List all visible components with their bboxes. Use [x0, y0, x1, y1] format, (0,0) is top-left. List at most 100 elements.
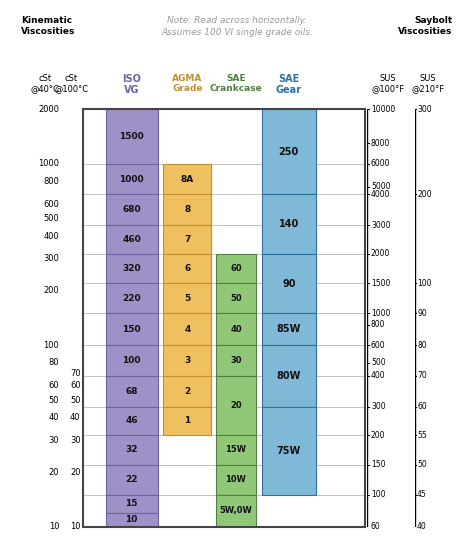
Text: 60: 60 — [70, 381, 81, 390]
Text: 2000: 2000 — [371, 249, 390, 258]
Text: 7: 7 — [184, 235, 191, 244]
Text: 22: 22 — [125, 476, 138, 484]
Text: 40: 40 — [230, 325, 242, 334]
Text: 460: 460 — [122, 235, 141, 244]
Text: 100: 100 — [371, 490, 385, 500]
Text: 40: 40 — [70, 413, 81, 422]
Bar — [216, 435, 256, 465]
Text: 400: 400 — [371, 371, 385, 380]
Bar — [164, 254, 211, 283]
Bar — [106, 283, 158, 313]
Text: 500: 500 — [371, 359, 385, 367]
Text: 50: 50 — [70, 395, 81, 405]
Bar — [164, 407, 211, 435]
Text: 200: 200 — [417, 190, 431, 199]
Text: 20: 20 — [230, 401, 242, 410]
Text: 5: 5 — [184, 294, 191, 303]
Text: 10000: 10000 — [371, 105, 395, 114]
Bar — [106, 346, 158, 376]
Text: 8000: 8000 — [371, 139, 390, 147]
Bar — [164, 164, 211, 194]
Text: 250: 250 — [279, 147, 299, 157]
Text: 50: 50 — [49, 395, 59, 405]
Bar — [216, 313, 256, 346]
Text: 3000: 3000 — [371, 221, 391, 229]
Bar — [106, 225, 158, 254]
Text: 680: 680 — [122, 205, 141, 214]
Bar — [262, 346, 316, 407]
Text: 100: 100 — [417, 278, 431, 288]
Text: SAE
Crankcase: SAE Crankcase — [210, 74, 262, 93]
Text: 600: 600 — [44, 200, 59, 209]
Text: 60: 60 — [49, 381, 59, 390]
Text: 10W: 10W — [226, 476, 246, 484]
Bar — [262, 109, 316, 194]
Bar — [106, 513, 158, 527]
Text: 15: 15 — [125, 499, 138, 508]
Text: 1000: 1000 — [371, 309, 390, 318]
Text: cSt
@40°C: cSt @40°C — [31, 74, 59, 93]
Text: Note: Read across horizontally.
Assumes 100 VI single grade oils.: Note: Read across horizontally. Assumes … — [161, 16, 313, 37]
Bar — [164, 194, 211, 225]
Bar — [262, 407, 316, 495]
Text: 300: 300 — [44, 254, 59, 263]
Text: 30: 30 — [70, 436, 81, 445]
Text: 320: 320 — [122, 264, 141, 273]
Bar — [164, 346, 211, 376]
Text: 220: 220 — [122, 294, 141, 303]
Text: 20: 20 — [49, 468, 59, 477]
Bar — [106, 164, 158, 194]
Bar — [216, 376, 256, 435]
Bar — [164, 283, 211, 313]
Text: 75W: 75W — [277, 446, 301, 456]
Text: 80W: 80W — [277, 371, 301, 381]
Bar — [216, 283, 256, 313]
Text: 800: 800 — [44, 177, 59, 186]
Text: 100: 100 — [122, 356, 141, 365]
Bar — [262, 313, 316, 346]
Text: 500: 500 — [44, 214, 59, 223]
Text: 1500: 1500 — [371, 278, 390, 288]
Text: 30: 30 — [49, 436, 59, 445]
Text: 200: 200 — [371, 431, 385, 440]
Text: 8: 8 — [184, 205, 191, 214]
Text: 50: 50 — [417, 460, 427, 469]
Text: AGMA
Grade: AGMA Grade — [172, 74, 202, 93]
Text: 10: 10 — [126, 515, 138, 524]
Text: Saybolt
Viscosities: Saybolt Viscosities — [398, 16, 453, 36]
Text: SUS
@100°F: SUS @100°F — [371, 74, 404, 93]
Text: 150: 150 — [122, 325, 141, 334]
Text: SUS
@210°F: SUS @210°F — [411, 74, 445, 93]
Text: 4: 4 — [184, 325, 191, 334]
Text: 68: 68 — [125, 387, 138, 396]
Text: 150: 150 — [371, 460, 385, 469]
Bar — [262, 254, 316, 313]
Text: cSt
@100°C: cSt @100°C — [54, 74, 88, 93]
Bar — [106, 465, 158, 495]
Text: 46: 46 — [125, 417, 138, 425]
Text: 40: 40 — [417, 523, 427, 531]
Text: 200: 200 — [44, 286, 59, 295]
Bar — [216, 465, 256, 495]
Bar — [106, 435, 158, 465]
Text: 90: 90 — [282, 278, 296, 288]
Text: 60: 60 — [371, 523, 381, 531]
Text: 1: 1 — [184, 417, 191, 425]
Text: 80: 80 — [417, 341, 427, 350]
Text: 1500: 1500 — [119, 132, 144, 141]
Bar — [106, 376, 158, 407]
Bar — [106, 254, 158, 283]
Bar — [164, 313, 211, 346]
Text: 5W,0W: 5W,0W — [219, 506, 252, 515]
Bar — [106, 194, 158, 225]
Bar — [106, 313, 158, 346]
Text: 600: 600 — [371, 341, 385, 350]
Text: 50: 50 — [230, 294, 242, 303]
Text: Kinematic
Viscosities: Kinematic Viscosities — [21, 16, 76, 36]
Bar — [164, 376, 211, 407]
Text: 8A: 8A — [181, 175, 194, 183]
Bar — [262, 194, 316, 254]
Text: 60: 60 — [230, 264, 242, 273]
Text: 10: 10 — [49, 523, 59, 531]
Text: 70: 70 — [70, 369, 81, 378]
